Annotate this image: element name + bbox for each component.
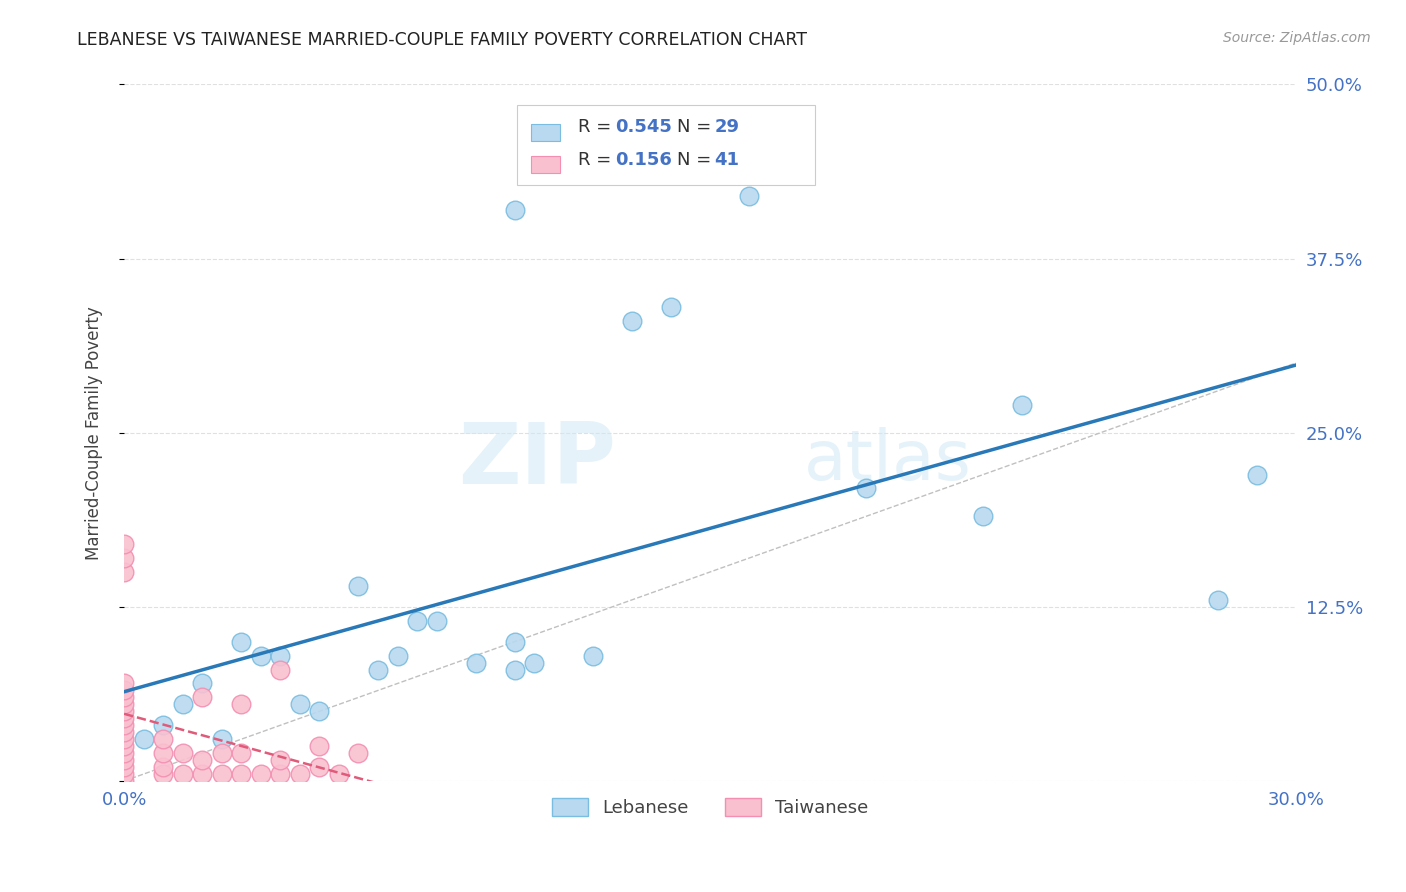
Point bbox=[1011, 398, 1033, 412]
Point bbox=[112, 676, 135, 690]
Point bbox=[191, 767, 214, 781]
Point bbox=[855, 482, 877, 496]
Point bbox=[308, 704, 330, 718]
Text: N =: N = bbox=[678, 119, 717, 136]
Legend: Lebanese, Taiwanese: Lebanese, Taiwanese bbox=[544, 790, 876, 824]
Point bbox=[172, 767, 194, 781]
Point bbox=[211, 732, 233, 747]
Point bbox=[503, 663, 526, 677]
Point bbox=[172, 698, 194, 712]
Point bbox=[523, 656, 546, 670]
Point bbox=[347, 579, 370, 593]
Point bbox=[211, 767, 233, 781]
FancyBboxPatch shape bbox=[516, 105, 815, 186]
Point bbox=[112, 732, 135, 747]
Point bbox=[367, 663, 389, 677]
Point bbox=[112, 690, 135, 705]
Point bbox=[308, 760, 330, 774]
Point bbox=[112, 683, 135, 698]
Point bbox=[269, 767, 291, 781]
Point bbox=[191, 753, 214, 767]
Point bbox=[191, 676, 214, 690]
Point bbox=[308, 739, 330, 754]
Point bbox=[112, 698, 135, 712]
Point bbox=[328, 767, 350, 781]
Point bbox=[152, 760, 174, 774]
Point bbox=[269, 663, 291, 677]
Text: 0.545: 0.545 bbox=[614, 119, 672, 136]
Point bbox=[231, 698, 253, 712]
Point bbox=[191, 690, 214, 705]
Point bbox=[112, 767, 135, 781]
Point bbox=[1246, 467, 1268, 482]
Point bbox=[112, 711, 135, 725]
Text: atlas: atlas bbox=[804, 427, 972, 494]
Text: Source: ZipAtlas.com: Source: ZipAtlas.com bbox=[1223, 31, 1371, 45]
FancyBboxPatch shape bbox=[530, 124, 560, 141]
Point bbox=[152, 746, 174, 760]
Point bbox=[250, 767, 273, 781]
Point bbox=[112, 760, 135, 774]
Point bbox=[250, 648, 273, 663]
Point bbox=[347, 746, 370, 760]
Point bbox=[464, 656, 486, 670]
Point bbox=[426, 614, 449, 628]
Point bbox=[288, 767, 311, 781]
Point bbox=[269, 753, 291, 767]
Point bbox=[112, 739, 135, 754]
Point bbox=[152, 718, 174, 732]
Point bbox=[172, 746, 194, 760]
Point bbox=[269, 648, 291, 663]
Text: 29: 29 bbox=[714, 119, 740, 136]
Point bbox=[112, 551, 135, 566]
Point bbox=[582, 648, 605, 663]
Point bbox=[152, 732, 174, 747]
Point bbox=[503, 634, 526, 648]
Text: R =: R = bbox=[578, 119, 617, 136]
Text: N =: N = bbox=[678, 151, 717, 169]
Text: 41: 41 bbox=[714, 151, 740, 169]
Point bbox=[1206, 593, 1229, 607]
Point bbox=[152, 767, 174, 781]
Point bbox=[112, 718, 135, 732]
Text: ZIP: ZIP bbox=[458, 419, 616, 502]
Point bbox=[112, 537, 135, 551]
Point bbox=[288, 698, 311, 712]
Point bbox=[231, 634, 253, 648]
Point bbox=[231, 767, 253, 781]
Point bbox=[503, 202, 526, 217]
Point bbox=[112, 725, 135, 739]
Point bbox=[387, 648, 409, 663]
Point bbox=[112, 565, 135, 579]
Y-axis label: Married-Couple Family Poverty: Married-Couple Family Poverty bbox=[86, 306, 103, 559]
Point bbox=[620, 314, 643, 328]
Point bbox=[112, 753, 135, 767]
Point bbox=[112, 746, 135, 760]
Point bbox=[112, 704, 135, 718]
Point bbox=[406, 614, 429, 628]
Point bbox=[132, 732, 155, 747]
Text: LEBANESE VS TAIWANESE MARRIED-COUPLE FAMILY POVERTY CORRELATION CHART: LEBANESE VS TAIWANESE MARRIED-COUPLE FAM… bbox=[77, 31, 807, 49]
Text: 0.156: 0.156 bbox=[614, 151, 672, 169]
FancyBboxPatch shape bbox=[530, 156, 560, 173]
Text: R =: R = bbox=[578, 151, 617, 169]
Point bbox=[659, 301, 682, 315]
Point bbox=[112, 774, 135, 789]
Point bbox=[738, 189, 761, 203]
Point bbox=[972, 509, 994, 524]
Point bbox=[231, 746, 253, 760]
Point bbox=[211, 746, 233, 760]
